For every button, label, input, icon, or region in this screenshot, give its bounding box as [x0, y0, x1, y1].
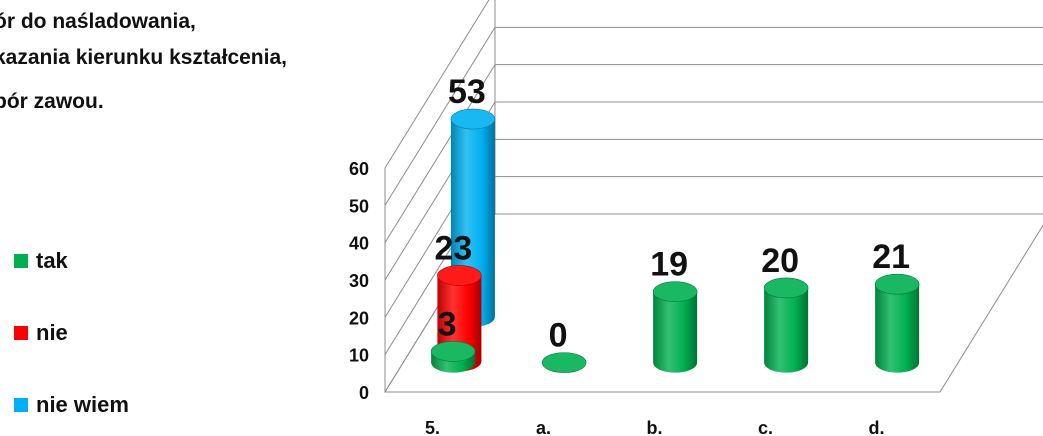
legend-item-nie: nie — [14, 320, 68, 346]
y-tick-label: 20 — [349, 308, 369, 328]
chart-title: ór do naśladowania, kazania kierunku ksz… — [0, 0, 420, 140]
bar-body-tak — [875, 284, 920, 373]
y-tick-label: 50 — [349, 196, 369, 216]
x-tick-label: d. — [869, 418, 885, 436]
gridline — [384, 26, 1043, 206]
legend-label-nie: nie — [36, 320, 68, 345]
x-tick-label: 5. — [425, 418, 440, 436]
y-tick-label: 30 — [349, 271, 369, 291]
bar-top-tak — [430, 341, 476, 362]
legend-item-nie-wiem: nie wiem — [14, 392, 129, 418]
bar-top-tak — [541, 352, 587, 373]
data-label: 3 — [438, 305, 457, 343]
y-tick-label: 0 — [359, 383, 369, 403]
bar-top-tak — [652, 281, 698, 302]
x-tick-label: c. — [758, 418, 773, 436]
data-label: 19 — [650, 246, 688, 284]
gridline — [384, 176, 1043, 355]
bar-top-tak — [763, 277, 809, 299]
legend-item-tak: tak — [14, 248, 68, 274]
bar-body-tak — [764, 287, 809, 373]
title-line-2: kazania kierunku kształcenia, — [0, 46, 287, 69]
data-label: 0 — [549, 317, 568, 355]
y-tick-label: 40 — [349, 234, 369, 254]
y-tick-label: 10 — [349, 346, 369, 366]
data-label: 21 — [872, 238, 910, 276]
gridline — [384, 64, 1043, 243]
bar-top-nie wiem — [450, 108, 496, 130]
data-label: 53 — [448, 73, 486, 111]
title-line-1: ór do naśladowania, — [0, 10, 196, 33]
gridline — [384, 101, 1043, 281]
gridline — [384, 0, 490, 169]
title-line-3: bór zawou. — [0, 90, 104, 113]
legend-swatch-tak — [14, 254, 28, 268]
legend-label-tak: tak — [36, 248, 68, 273]
x-tick-label: a. — [536, 418, 551, 436]
y-tick-label: 60 — [349, 159, 369, 179]
gridline — [384, 138, 1043, 318]
gridline — [384, 213, 1043, 393]
bar-body-tak — [653, 291, 698, 373]
legend-swatch-nie — [14, 326, 28, 340]
legend-label-nie-wiem: nie wiem — [36, 392, 129, 417]
bar-top-nie — [437, 265, 482, 286]
data-label: 23 — [434, 230, 472, 268]
chart-back-wall — [494, 0, 1043, 215]
data-label: 20 — [761, 242, 799, 280]
legend-swatch-nie-wiem — [14, 398, 28, 412]
x-tick-label: b. — [647, 418, 663, 436]
bar-top-tak — [874, 273, 920, 295]
